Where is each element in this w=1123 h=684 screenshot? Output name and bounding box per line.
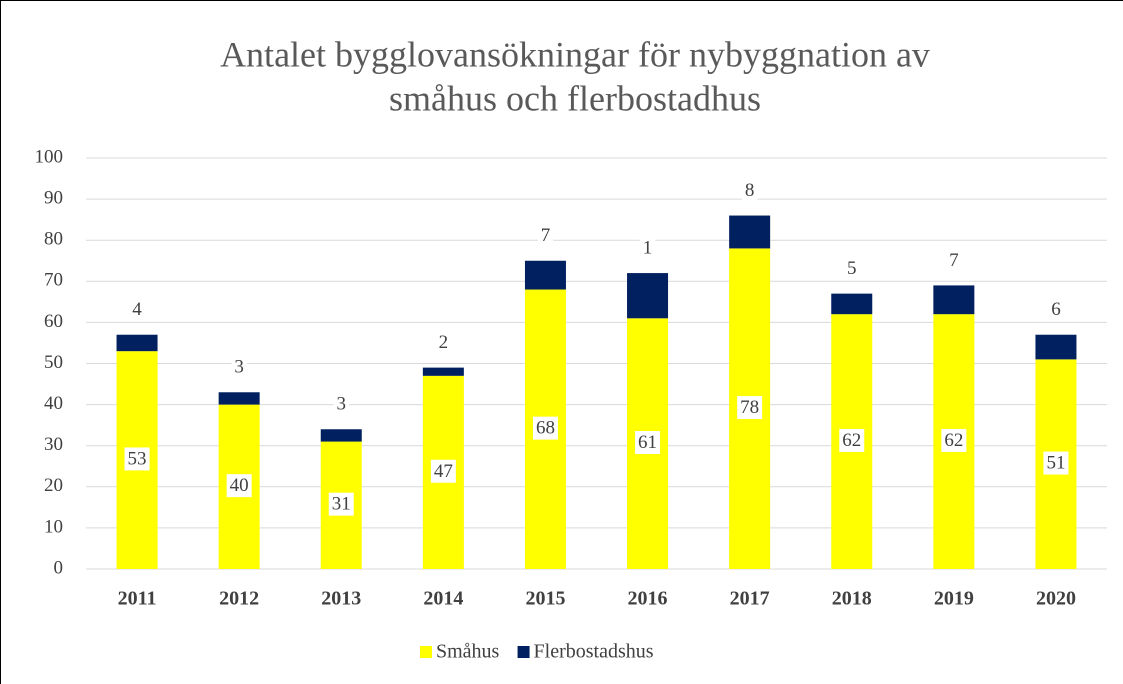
bar-segment	[933, 285, 975, 315]
bar-segment	[422, 367, 464, 376]
x-tick-label: 2019	[934, 588, 974, 610]
y-tick-label: 30	[44, 434, 63, 455]
data-label-box	[129, 298, 146, 322]
data-label: 3	[337, 394, 347, 415]
x-tick-label: 2016	[628, 588, 668, 610]
bar-segment	[627, 273, 669, 319]
data-label-box	[328, 492, 354, 516]
data-label: 6	[1051, 299, 1061, 320]
data-label: 4	[132, 299, 142, 320]
legend-label: Småhus	[436, 641, 500, 663]
bar-segment	[831, 293, 873, 315]
x-tick-label: 2012	[219, 588, 259, 610]
bar-segment	[116, 334, 158, 352]
data-label-box	[430, 459, 456, 483]
data-label: 62	[842, 430, 861, 451]
data-label: 31	[332, 494, 351, 515]
data-label-box	[435, 330, 452, 354]
data-label-box	[844, 256, 860, 280]
y-tick-label: 50	[44, 352, 63, 373]
data-label: 1	[643, 237, 653, 258]
data-label-box	[635, 431, 661, 455]
y-tick-label: 80	[44, 229, 63, 250]
chart-title: Antalet bygglovansökningar för nybyggnat…	[220, 34, 930, 74]
data-label-box	[839, 428, 865, 452]
data-label-box	[1048, 298, 1064, 322]
bar-segment	[1035, 334, 1077, 360]
data-label: 2	[439, 332, 449, 353]
data-label: 61	[638, 432, 657, 453]
data-label-box	[639, 236, 656, 260]
x-tick-label: 2015	[525, 588, 565, 610]
data-label-box	[946, 248, 962, 272]
y-tick-label: 100	[35, 146, 64, 167]
legend-swatch	[517, 646, 530, 658]
data-label-box	[741, 178, 758, 202]
data-label: 78	[740, 397, 759, 418]
data-label-box	[737, 396, 763, 420]
legend-swatch	[420, 646, 432, 658]
data-label-box	[1043, 451, 1069, 475]
data-label-box	[532, 416, 558, 440]
y-tick-label: 20	[44, 475, 63, 496]
bar-segment	[320, 429, 362, 442]
y-tick-label: 90	[44, 187, 63, 208]
bar-segment	[218, 392, 260, 405]
data-label-box	[333, 392, 349, 416]
bar-segment	[729, 215, 771, 249]
data-label: 8	[745, 180, 755, 201]
data-label: 7	[541, 225, 551, 246]
data-label-box	[231, 355, 247, 379]
x-tick-label: 2017	[730, 588, 770, 610]
y-tick-label: 10	[44, 516, 63, 537]
data-label: 53	[128, 448, 147, 469]
data-label: 7	[949, 250, 959, 271]
x-tick-label: 2018	[832, 588, 872, 610]
data-label: 47	[434, 461, 453, 482]
data-label: 5	[847, 258, 857, 279]
chart-subtitle: småhus och flerbostadhus	[389, 78, 761, 118]
x-tick-label: 2020	[1036, 588, 1076, 610]
y-tick-label: 0	[54, 557, 64, 578]
y-tick-label: 60	[44, 311, 63, 332]
x-tick-label: 2011	[118, 588, 157, 610]
bar-segment	[524, 260, 566, 290]
x-tick-label: 2013	[321, 588, 361, 610]
data-label: 51	[1046, 453, 1065, 474]
x-tick-label: 2014	[423, 588, 463, 610]
data-label-box	[537, 224, 554, 248]
data-label: 40	[230, 475, 249, 496]
data-label: 62	[944, 430, 963, 451]
y-tick-label: 70	[44, 270, 63, 291]
data-label-box	[941, 428, 967, 452]
y-tick-label: 40	[44, 393, 63, 414]
data-label-box	[226, 474, 252, 498]
legend-label: Flerbostadshus	[534, 641, 654, 663]
data-label: 68	[536, 418, 555, 439]
data-label-box	[124, 447, 150, 471]
data-label: 3	[234, 357, 244, 378]
